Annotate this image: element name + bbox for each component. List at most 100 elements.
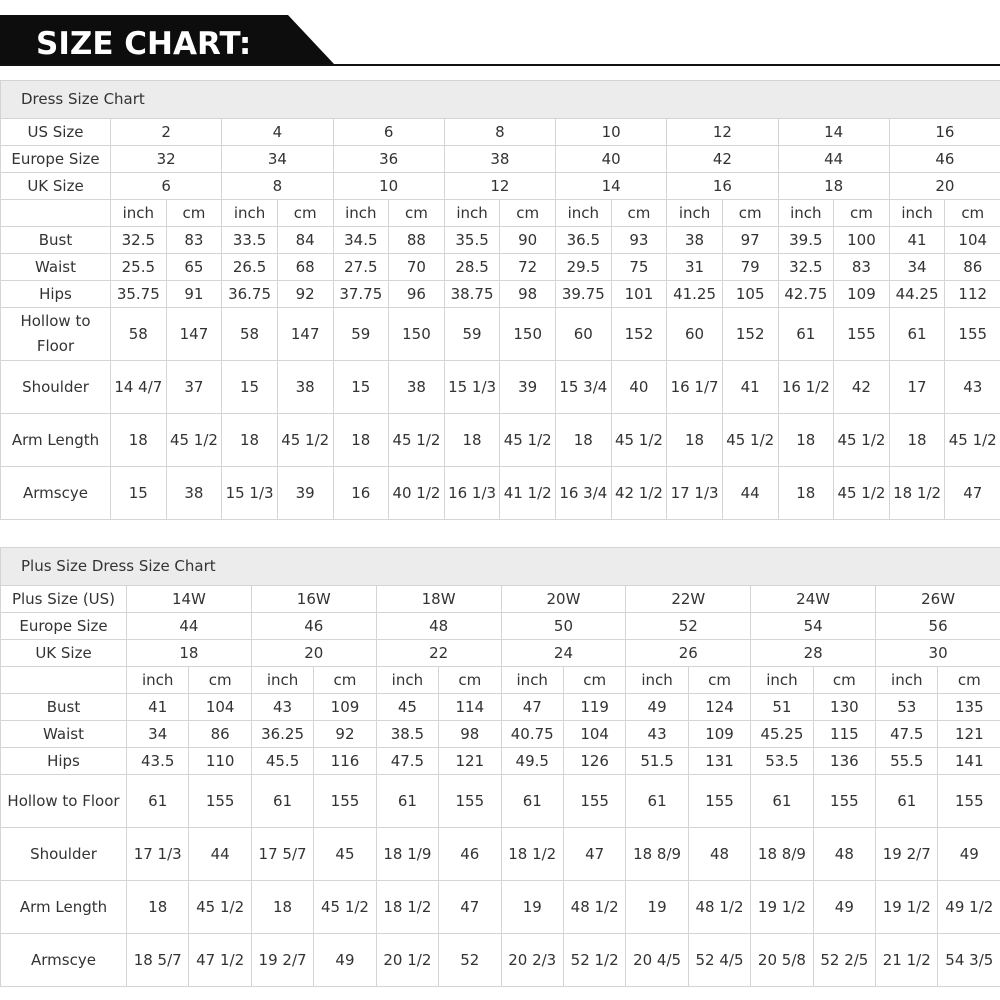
measure-cell: 83 [165, 226, 223, 254]
unit-cell: inch [875, 666, 939, 694]
size-cell: 30 [875, 639, 1000, 667]
measure-cell: 65 [165, 253, 223, 281]
size-row: UK Size 18 20 22 24 26 28 30 [0, 639, 1000, 667]
measure-cell: 119 [562, 693, 627, 721]
measure-cell: 38.5 [375, 720, 440, 748]
measure-cell: 152 [610, 307, 668, 361]
unit-cell: inch [500, 666, 564, 694]
measure-cell: 18 1/9 [375, 827, 440, 881]
measure-cell: 155 [188, 774, 252, 828]
measure-cell: 110 [188, 747, 252, 775]
measure-cell: 38 [276, 360, 334, 414]
size-cell: 18 [126, 639, 252, 667]
size-cell: 2 [109, 118, 223, 146]
measure-cell: 45 [375, 693, 440, 721]
measure-row: Hips 43.5 110 45.5 116 47.5 121 49.5 126 51.5 131 5… [0, 747, 1000, 775]
row-label: Plus Size (US) [0, 585, 127, 613]
measure-cell: 52 1/2 [562, 933, 627, 987]
row-label: Bust [0, 226, 111, 254]
measure-row: Bust 41 104 43 109 45 114 47 119 49 124 51 130 53 135 [0, 693, 1000, 721]
measure-cell: 45 1/2 [833, 466, 890, 520]
measure-cell: 52 2/5 [812, 933, 877, 987]
measure-cell: 98 [438, 720, 502, 748]
corner-cell [0, 666, 127, 694]
measure-cell: 150 [388, 307, 445, 361]
measure-row: Hollow to Floor 58 147 58 147 59 150 59 150 60 152… [0, 307, 1000, 361]
measure-cell: 114 [438, 693, 502, 721]
measure-row: Hips 35.75 91 36.75 92 37.75 96 38.75 98 39.75 101… [0, 280, 1000, 308]
measure-cell: 75 [610, 253, 668, 281]
size-cell: 38 [443, 145, 557, 173]
measure-cell: 16 1/3 [443, 466, 501, 520]
measure-cell: 61 [875, 774, 939, 828]
measure-cell: 18 [221, 413, 278, 467]
measure-cell: 130 [812, 693, 877, 721]
measure-cell: 46 [438, 827, 502, 881]
measure-cell: 15 [332, 360, 390, 414]
measure-cell: 44.25 [888, 280, 946, 308]
row-label: Hollow to Floor [0, 307, 111, 361]
unit-cell: inch [221, 199, 278, 227]
measure-cell: 18 1/2 [375, 880, 440, 934]
unit-cell: cm [499, 199, 556, 227]
unit-cell: cm [438, 666, 502, 694]
table-title: Plus Size Dress Size Chart [0, 547, 1000, 586]
measure-cell: 135 [937, 693, 1000, 721]
size-cell: 46 [250, 612, 377, 640]
measure-cell: 42.75 [777, 280, 835, 308]
unit-cell: inch [555, 199, 612, 227]
measure-cell: 104 [944, 226, 1000, 254]
measure-cell: 18 1/2 [888, 466, 946, 520]
measure-cell: 51.5 [625, 747, 689, 775]
measure-cell: 147 [165, 307, 223, 361]
measure-row: Hollow to Floor 61 155 61 155 61 155 61 155 61 155… [0, 774, 1000, 828]
size-cell: 26W [875, 585, 1000, 613]
row-label: Armscye [0, 466, 111, 520]
measure-cell: 45 1/2 [188, 880, 252, 934]
measure-cell: 49 [937, 827, 1000, 881]
size-cell: 24 [500, 639, 627, 667]
row-label: Hips [0, 747, 127, 775]
measure-cell: 52 4/5 [687, 933, 752, 987]
size-cell: 24W [750, 585, 877, 613]
measure-cell: 61 [250, 774, 315, 828]
measure-cell: 48 1/2 [687, 880, 752, 934]
measure-cell: 41 1/2 [499, 466, 556, 520]
measure-cell: 36.25 [250, 720, 315, 748]
measure-cell: 155 [687, 774, 752, 828]
row-label: Armscye [0, 933, 127, 987]
row-label: Shoulder [0, 360, 111, 414]
unit-cell: inch [750, 666, 814, 694]
size-cell: 42 [666, 145, 779, 173]
measure-cell: 41 [125, 693, 190, 721]
unit-cell: cm [833, 199, 890, 227]
size-cell: 10 [332, 172, 445, 200]
measure-cell: 83 [833, 253, 890, 281]
measure-cell: 61 [500, 774, 564, 828]
unit-cell: inch [443, 199, 501, 227]
row-label: Europe Size [0, 145, 111, 173]
measure-cell: 39 [499, 360, 556, 414]
measure-cell: 16 3/4 [555, 466, 612, 520]
measure-cell: 53 [875, 693, 939, 721]
size-cell: 18W [375, 585, 502, 613]
measure-cell: 19 1/2 [875, 880, 939, 934]
measure-cell: 38.75 [443, 280, 501, 308]
measure-cell: 18 [777, 413, 835, 467]
measure-cell: 17 1/3 [666, 466, 723, 520]
size-cell: 32 [109, 145, 223, 173]
measure-cell: 52 [438, 933, 502, 987]
measure-cell: 101 [610, 280, 668, 308]
measure-cell: 15 1/3 [443, 360, 501, 414]
measure-cell: 47.5 [875, 720, 939, 748]
measure-cell: 88 [388, 226, 445, 254]
measure-cell: 59 [332, 307, 390, 361]
measure-cell: 150 [499, 307, 556, 361]
unit-row: inch cm inch cm inch cm inch cm inch cm inch cm inch… [0, 199, 1000, 227]
measure-cell: 20 2/3 [500, 933, 564, 987]
size-cell: 44 [126, 612, 252, 640]
size-cell: 50 [500, 612, 627, 640]
measure-cell: 104 [562, 720, 627, 748]
measure-cell: 26.5 [221, 253, 278, 281]
